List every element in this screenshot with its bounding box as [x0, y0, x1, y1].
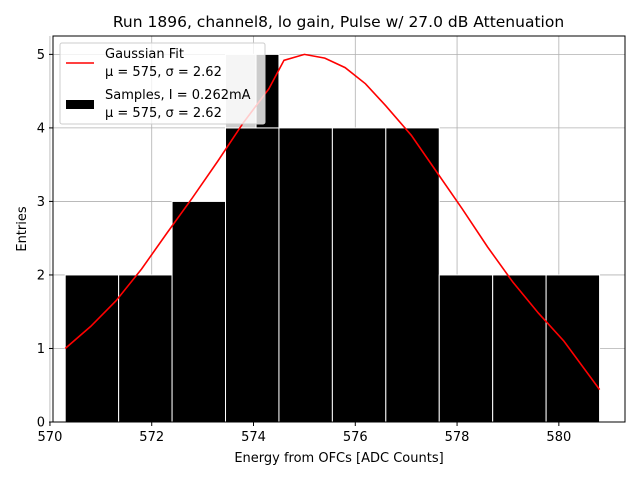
- histogram-bar: [118, 274, 173, 423]
- y-axis-ticks: 0 1 2 3 4 5: [37, 48, 53, 431]
- legend-fit-name: Gaussian Fit: [105, 47, 184, 62]
- x-tick-label: 576: [343, 430, 368, 445]
- y-tick-label: 3: [37, 195, 45, 210]
- y-axis-label: Entries: [15, 206, 30, 252]
- plot-frame: [52, 35, 626, 423]
- histogram-bar: [278, 127, 333, 423]
- histogram-bar: [331, 127, 387, 423]
- legend-samples-swatch: [66, 100, 94, 109]
- legend-samples-stats: μ = 575, σ = 2.62: [105, 106, 222, 121]
- x-tick-label: 578: [445, 430, 470, 445]
- y-tick-label: 5: [37, 48, 45, 63]
- x-tick-label: 572: [139, 430, 164, 445]
- x-axis-ticks: 570 572 574 576 578 580: [38, 422, 571, 445]
- gaussian-fit-curve: [64, 53, 601, 391]
- histogram-bar: [545, 274, 601, 423]
- legend: Gaussian Fit μ = 575, σ = 2.62 Samples, …: [59, 42, 266, 125]
- legend-box: [59, 42, 266, 125]
- x-tick-label: 580: [546, 430, 571, 445]
- histogram-bar: [492, 274, 547, 423]
- x-tick-label: 574: [241, 430, 266, 445]
- histogram-bar: [438, 274, 494, 423]
- y-tick-label: 1: [37, 342, 45, 357]
- legend-samples-name: Samples, I = 0.262mA: [105, 88, 251, 103]
- chart-title: Run 1896, channel8, lo gain, Pulse w/ 27…: [113, 13, 564, 31]
- x-tick-label: 570: [38, 430, 63, 445]
- histogram-bar: [171, 200, 227, 423]
- histogram-bar: [225, 127, 280, 423]
- y-tick-label: 4: [37, 121, 45, 136]
- histogram-bar: [64, 274, 120, 423]
- histogram-bar: [385, 127, 440, 423]
- x-axis-label: Energy from OFCs [ADC Counts]: [234, 451, 443, 466]
- y-tick-label: 0: [37, 416, 45, 431]
- legend-fit-stats: μ = 575, σ = 2.62: [105, 65, 222, 80]
- fit-line: [64, 53, 601, 391]
- y-tick-label: 2: [37, 268, 45, 283]
